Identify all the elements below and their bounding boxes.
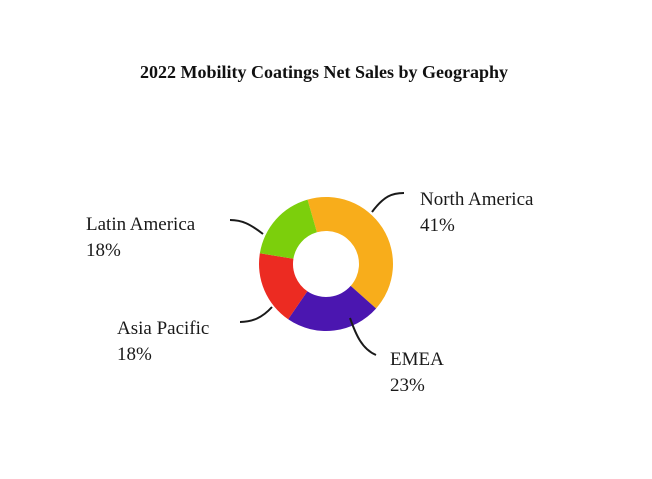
- slice-label-latin-america: Latin America: [86, 214, 196, 235]
- slice-value-latin-america: 18%: [86, 240, 121, 261]
- slice-labels-group: North America 41% EMEA 23% Asia Pacific 18% La…: [86, 189, 534, 396]
- slice-north-america: [307, 196, 393, 309]
- slice-value-emea: 23%: [390, 375, 425, 396]
- chart-title: 2022 Mobility Coatings Net Sales by Geog…: [140, 62, 508, 82]
- slice-asia-pacific: [259, 253, 308, 320]
- slices-group: [259, 196, 393, 331]
- slice-label-north-america: North America: [420, 189, 534, 210]
- slice-emea: [288, 285, 377, 331]
- slice-latin-america: [259, 199, 317, 259]
- leader-line-north-america: [371, 192, 405, 213]
- leader-line-latin-america: [229, 219, 264, 235]
- slice-label-emea: EMEA: [390, 349, 444, 370]
- leader-line-asia-pacific: [239, 306, 273, 323]
- slice-label-asia-pacific: Asia Pacific: [117, 318, 209, 339]
- slice-value-asia-pacific: 18%: [117, 344, 152, 365]
- leader-lines-group: [229, 192, 405, 356]
- slice-value-north-america: 41%: [420, 215, 455, 236]
- leader-line-emea: [349, 317, 377, 356]
